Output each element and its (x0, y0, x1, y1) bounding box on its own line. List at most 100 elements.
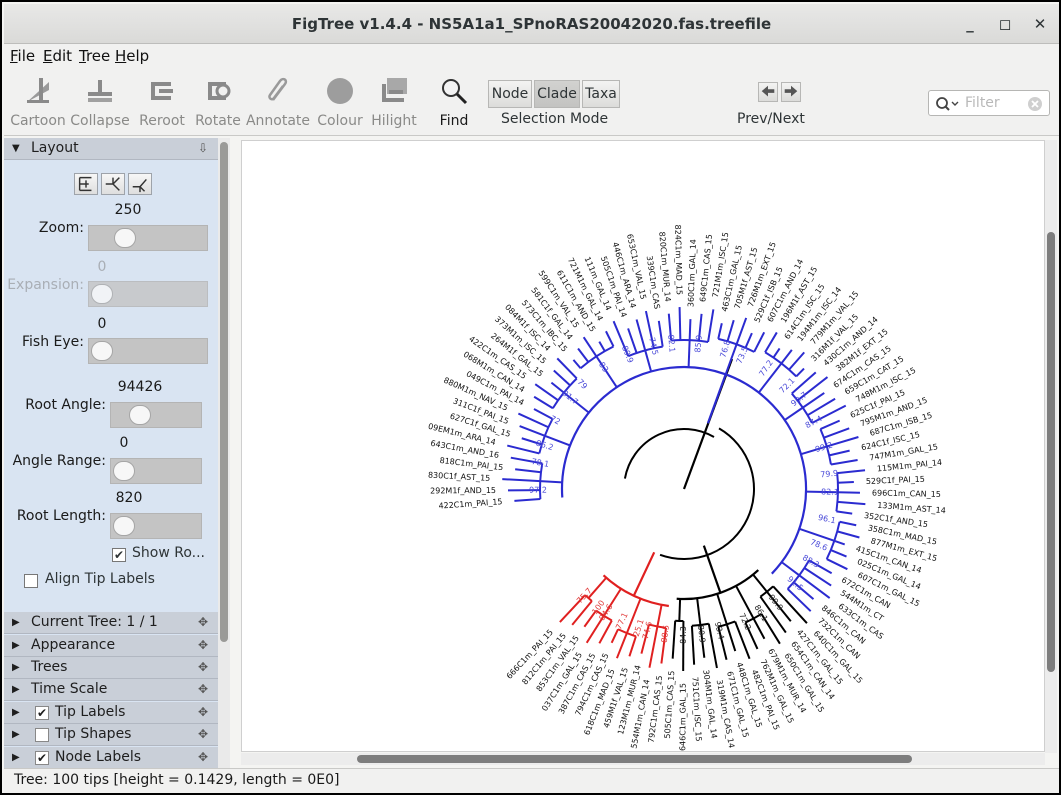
tree-branch[interactable] (788, 351, 805, 371)
tree-branch[interactable] (786, 588, 812, 612)
tip-label[interactable]: 824C1m_MAD_15 (673, 225, 684, 296)
next-button[interactable] (781, 82, 801, 102)
horizontal-scrollbar-thumb[interactable] (357, 755, 912, 763)
tree-branch[interactable] (605, 330, 615, 347)
tree-branch[interactable] (839, 520, 857, 527)
tree-branch[interactable] (752, 618, 766, 640)
tree-branch[interactable] (808, 559, 833, 575)
node-label[interactable]: 82.1 (821, 487, 839, 496)
prev-button[interactable] (758, 82, 778, 102)
tree-branch[interactable] (627, 328, 638, 354)
tree-branch[interactable] (753, 331, 766, 353)
find-button[interactable]: Find (424, 72, 484, 132)
tree-branch[interactable] (502, 478, 541, 483)
tree-branch[interactable] (725, 624, 737, 652)
tree-branch[interactable] (772, 585, 808, 624)
tree-branch[interactable] (514, 498, 541, 502)
tree-branch[interactable] (563, 391, 590, 414)
tree-canvas[interactable]: 422C1m_PAI_15 292M1f_AND_15 830C1f_AST_15 8… (241, 140, 1045, 752)
tree-branch[interactable] (837, 481, 854, 484)
node-label[interactable]: 80.9 (696, 625, 707, 644)
tree-branch[interactable] (587, 577, 607, 599)
node-label[interactable]: 77.1 (614, 611, 630, 631)
tip-label[interactable]: 115M1m_PAI_14 (877, 458, 943, 474)
root-angle-slider[interactable] (110, 402, 202, 428)
pin-icon[interactable]: ✥ (198, 660, 209, 674)
tree-branch[interactable] (515, 468, 542, 474)
tree-branch[interactable] (706, 373, 727, 424)
tree-branch[interactable] (582, 336, 598, 357)
pin-icon[interactable]: ✥ (198, 638, 209, 652)
tree-branch[interactable] (830, 459, 858, 466)
tree-branch[interactable] (800, 445, 828, 456)
tree-branch[interactable] (585, 615, 605, 644)
tip-label[interactable]: 505C1m_CAS_15 (663, 670, 677, 739)
root-length-slider-knob[interactable] (113, 516, 135, 536)
tree-branch[interactable] (602, 588, 622, 617)
node-label[interactable]: 85.9 (693, 334, 704, 353)
tree-branch[interactable] (625, 598, 642, 634)
tree-branch[interactable] (707, 309, 715, 343)
node-label[interactable]: 87.4 (804, 414, 824, 430)
pin-icon[interactable]: ✥ (198, 682, 209, 696)
pin-icon[interactable]: ✥ (198, 727, 209, 741)
colour-button[interactable]: Colour (310, 72, 370, 132)
tree-branch[interactable] (796, 376, 829, 402)
layout-rectangular-button[interactable] (74, 173, 98, 195)
reroot-button[interactable]: Reroot (132, 72, 192, 132)
tree-branch[interactable] (781, 561, 800, 577)
fish-eye-slider-knob[interactable] (91, 341, 113, 361)
title-bar[interactable]: FigTree v1.4.4 - NS5A1a1_SPnoRAS20042020… (4, 4, 1059, 44)
tree-branch[interactable] (556, 357, 578, 380)
tip-label[interactable]: 830C1f_AST_15 (428, 471, 491, 483)
layout-radial-button[interactable] (101, 173, 125, 195)
tree-branch[interactable] (571, 600, 593, 626)
tip-label[interactable]: 422C1m_PAI_15 (438, 497, 503, 510)
node-label[interactable]: 79 (576, 377, 590, 391)
menu-help[interactable]: Help (115, 47, 149, 65)
tree-branch[interactable] (772, 347, 781, 359)
tree-branch[interactable] (766, 591, 792, 622)
tip-label[interactable]: 529C1f_PAI_15 (866, 475, 925, 486)
tip-labels-section-header[interactable]: ▶ ✔ Tip Labels ✥ (4, 702, 218, 724)
current-tree-section-header[interactable]: ▶ Current Tree: 1 / 1 ✥ (4, 612, 218, 634)
tree-branch[interactable] (837, 469, 866, 475)
pin-icon[interactable]: ✥ (198, 615, 209, 629)
tip-label[interactable]: 360C1m_GAL_14 (686, 239, 698, 307)
tree-branch[interactable] (820, 419, 841, 430)
tree-branch[interactable] (757, 362, 783, 394)
tree-branch[interactable] (826, 558, 848, 571)
node-label[interactable]: 96.1 (817, 513, 836, 525)
node-label[interactable]: 97.2 (529, 486, 547, 495)
tip-label[interactable]: 646C1m_GAL_15 (678, 683, 687, 751)
tree-branch[interactable] (702, 545, 722, 594)
tree-branch[interactable] (780, 349, 793, 364)
node-label[interactable]: 78.1 (531, 457, 550, 469)
tree-branch[interactable] (510, 456, 543, 465)
maximize-icon[interactable]: ◻ (998, 15, 1012, 33)
tree-branch[interactable] (798, 574, 831, 599)
filter-input[interactable] (965, 94, 1019, 112)
tree-branch[interactable] (735, 317, 748, 345)
tree-branch[interactable] (533, 395, 554, 410)
tree-branch[interactable] (577, 347, 590, 363)
pin-icon[interactable]: ✥ (198, 750, 209, 764)
tree-branch[interactable] (744, 332, 753, 349)
tree-branch[interactable] (657, 320, 664, 347)
tree-arc[interactable] (560, 365, 808, 575)
tree-branch[interactable] (648, 626, 659, 668)
tip-label[interactable]: 133M1m_AST_14 (877, 501, 946, 516)
tree-branch[interactable] (697, 313, 703, 341)
tree-branch[interactable] (632, 551, 656, 597)
tree-branch[interactable] (735, 585, 755, 619)
tip-label[interactable]: 751C1m_ISC_15 (690, 676, 703, 741)
tree-branch[interactable] (640, 624, 650, 654)
tip-shapes-section-header[interactable]: ▶ Tip Shapes ✥ (4, 724, 218, 746)
selection-taxa-button[interactable]: Taxa (582, 80, 620, 108)
clear-icon[interactable] (1027, 96, 1043, 112)
tree-branch[interactable] (760, 613, 781, 645)
node-label[interactable]: 73.5 (735, 345, 750, 365)
expansion-slider-knob[interactable] (91, 284, 113, 304)
node-label[interactable]: 78.6 (809, 537, 829, 552)
